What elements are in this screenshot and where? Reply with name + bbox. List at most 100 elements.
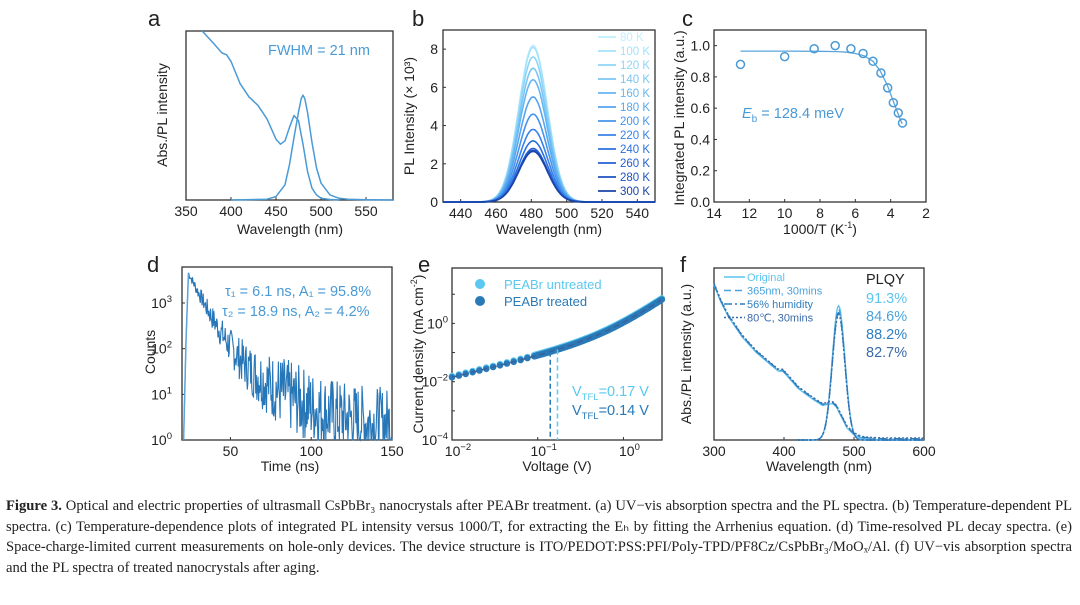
abs-series-line: [713, 282, 924, 439]
plqy-value: 91.3%: [866, 291, 907, 307]
tick-label: 100: [427, 314, 448, 331]
plot-frame: [713, 267, 925, 441]
data-point: [455, 372, 463, 379]
legend-label: 160 K: [620, 88, 650, 100]
x-tick-label: 500: [309, 203, 333, 219]
panel-label-a: a: [148, 6, 161, 31]
y-tick-label: 0.8: [691, 69, 711, 85]
x-tick-label: 520: [590, 205, 614, 221]
legend-label: 140 K: [620, 74, 650, 86]
x-tick-label: 50: [223, 443, 239, 459]
x-tick-label: 460: [484, 205, 508, 221]
x-tick-label: 2: [922, 205, 930, 221]
x-tick-label: 12: [742, 205, 758, 221]
tick-label: 103: [151, 294, 172, 311]
fit-line: [451, 299, 662, 378]
panel-a: a 350 400 450 500 550 FWHM = 21 nm Wavelengt…: [148, 6, 394, 237]
x-tick-label: 8: [816, 205, 824, 221]
x-tick-label: 500: [842, 443, 866, 459]
x-tick-label: 300: [702, 443, 726, 459]
data-point: [876, 68, 886, 78]
plqy-value: 84.6%: [866, 309, 907, 325]
caption-label: Figure 3.: [6, 498, 62, 514]
pl-series-line: [798, 304, 924, 441]
x-tick-label: 550: [354, 203, 378, 219]
legend-label: 240 K: [620, 144, 650, 156]
plot-frame: [442, 29, 656, 203]
y-axis-label: PL Intensity (× 10³): [401, 57, 417, 175]
tau1-annotation: τ₁ = 6.1 ns, A₁ = 95.8%: [225, 284, 371, 300]
legend-label: 100 K: [620, 46, 650, 58]
x-axis-label: Wavelength (nm): [237, 221, 343, 237]
legend-label: Original: [747, 272, 785, 284]
y-tick-label: 6: [430, 79, 438, 95]
x-tick-label: 10: [777, 205, 793, 221]
y-tick-label: 0.2: [691, 163, 711, 179]
panel-c: c 14 12 10 8 6 4 2 0.0 0.2 0.4 0.6 0.8 1.0 Eb = 128.…: [671, 6, 930, 237]
y-tick-label: 2: [430, 156, 438, 172]
x-axis-label: Wavelength (nm): [766, 458, 872, 474]
panel-label-b: b: [412, 6, 424, 31]
tick-label: 10−4: [422, 431, 448, 448]
vtfl-treated-label: VTFL=0.14 V: [572, 403, 649, 422]
data-point: [524, 354, 531, 362]
y-tick-label: 0.4: [691, 131, 711, 147]
data-point: [893, 108, 904, 118]
data-point: [868, 56, 878, 67]
x-axis-label: 1000/T (K-1): [783, 220, 857, 237]
legend-label-untreated: PEABr untreated: [504, 277, 602, 292]
y-axis-label: Integrated PL intensity (a.u.): [671, 30, 687, 205]
plqy-value: 82.7%: [866, 345, 907, 361]
legend-label: 220 K: [620, 130, 650, 142]
plot-frame: [181, 266, 393, 441]
y-axis-label: Abs./PL intensity (a.u.): [678, 284, 694, 424]
data-point: [503, 360, 511, 367]
panel-label-f: f: [680, 252, 687, 277]
x-axis-label: Wavelength (nm): [496, 221, 602, 237]
x-tick-label: 540: [626, 205, 650, 221]
figure-caption: Figure 3. Optical and electric propertie…: [6, 496, 1072, 578]
y-tick-label: 0.6: [691, 100, 711, 116]
tick-label: 10−2: [422, 373, 448, 390]
legend-label: 280 K: [620, 172, 650, 184]
data-point: [830, 40, 840, 51]
x-axis-label: Time (ns): [261, 458, 320, 474]
series-line-absorption: [201, 30, 340, 201]
data-point: [809, 44, 819, 54]
data-point: [882, 83, 893, 93]
tau2-annotation: τ₂ = 18.9 ns, A₂ = 4.2%: [222, 304, 370, 320]
abs-series-line: [713, 283, 924, 440]
legend-label-treated: PEABr treated: [504, 294, 587, 309]
x-tick-label: 440: [449, 205, 473, 221]
y-axis-label: Counts: [142, 330, 158, 374]
legend-label: 260 K: [620, 158, 650, 170]
plqy-value: 88.2%: [866, 327, 907, 343]
y-axis-label: Abs./PL intensity: [154, 63, 170, 167]
caption-text: Optical and electric properties of ultra…: [6, 498, 1073, 576]
x-tick-label: 4: [887, 205, 895, 221]
legend-marker-treated: [475, 296, 485, 306]
tick-label: 102: [151, 340, 172, 357]
tick-label: 100: [151, 431, 172, 448]
fwhm-annotation: FWHM = 21 nm: [268, 43, 370, 59]
data-point: [496, 362, 504, 369]
legend-label: 80℃, 30mins: [747, 313, 814, 325]
y-tick-label: 0: [430, 194, 438, 210]
data-point: [888, 97, 899, 108]
data-point: [846, 44, 856, 54]
x-tick-label: 150: [380, 443, 404, 459]
x-tick-label: 500: [555, 205, 579, 221]
panel-b: b 440 460 480 500 520 540 0 2 4 6 8 80 K 100 K 120 K…: [401, 6, 656, 237]
legend-label: 120 K: [620, 60, 650, 72]
data-point: [476, 367, 483, 374]
data-point: [897, 118, 908, 128]
x-tick-label: 600: [912, 443, 936, 459]
x-tick-label: 100: [300, 443, 324, 459]
rise-edge: [182, 273, 190, 441]
panel-label-e: e: [418, 252, 430, 277]
panel-label-c: c: [682, 6, 693, 31]
legend-marker-untreated: [475, 279, 485, 289]
series-line: [443, 150, 655, 203]
y-axis-label: Current density (mA cm-2): [409, 275, 426, 434]
x-tick-label: 450: [264, 203, 288, 219]
